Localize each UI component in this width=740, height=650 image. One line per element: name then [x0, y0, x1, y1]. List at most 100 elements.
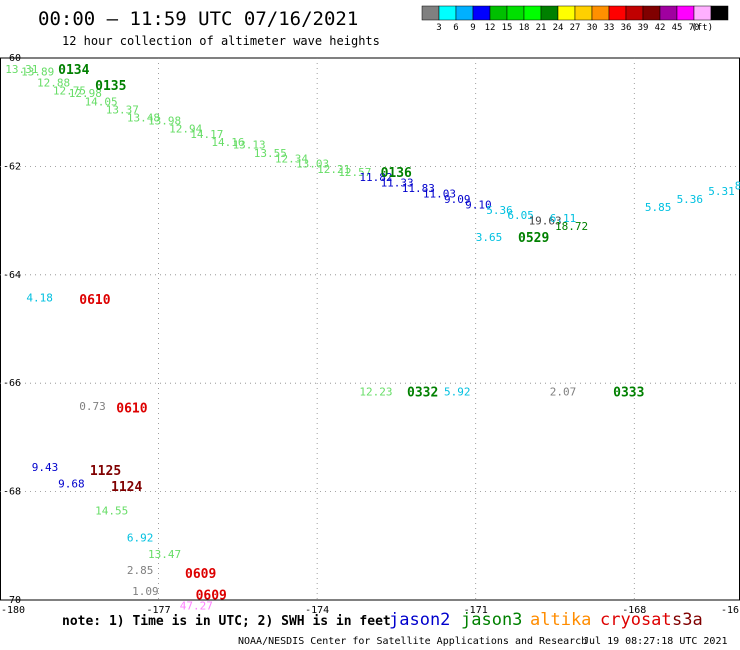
chart-subtitle: 12 hour collection of altimeter wave hei…: [62, 34, 380, 48]
legend-label: 30: [587, 23, 598, 33]
pass-time-label: 0136: [381, 166, 412, 181]
observation-label: 13.89: [21, 66, 54, 79]
observation-label: 13.03: [296, 158, 329, 171]
observation-label: 11.33: [381, 177, 414, 190]
observation-label: 13.48: [127, 112, 160, 125]
legend-label: 36: [621, 23, 632, 33]
y-axis-ticks: -60 -62 -64 -66 -68 -70: [3, 53, 21, 606]
footer-credit: NOAA/NESDIS Center for Satellite Applica…: [238, 636, 587, 647]
observation-label: 5.36: [486, 204, 513, 217]
observation-label: 13.37: [106, 103, 139, 116]
observation-label: 13.55: [254, 147, 287, 160]
legend-swatch: [540, 5, 559, 21]
observation-label: 12.34: [275, 152, 308, 165]
satellite-name: altika: [530, 610, 591, 630]
legend-swatch: [693, 5, 712, 21]
observation-label: 14.17: [190, 128, 223, 141]
observation-label: 13.47: [148, 548, 181, 561]
pass-time-label: 0610: [79, 293, 110, 308]
legend-label: 24: [553, 23, 564, 33]
y-tick-label: -64: [3, 270, 21, 281]
observation-label: 14.16: [211, 136, 244, 149]
legend-swatch: [438, 5, 457, 21]
legend-swatch: [710, 5, 729, 21]
x-tick-label: -16: [721, 605, 739, 616]
satellite-name: jason3: [461, 610, 522, 630]
x-axis-ticks: -180 -177 -174 -171 -168 -16: [1, 605, 739, 616]
plot-area: [0, 57, 740, 601]
observation-label: 9.68: [58, 477, 84, 490]
legend-label: 12: [485, 23, 496, 33]
legend-swatch: [506, 5, 525, 21]
legend-swatch: [608, 5, 627, 21]
observation-label: 18.72: [555, 220, 588, 233]
observation-label: 6.11: [550, 212, 577, 225]
observation-label: 19.63: [529, 215, 562, 228]
x-tick-label: -177: [147, 605, 171, 616]
observation-label: 11.82: [359, 171, 392, 184]
legend-swatch: [523, 5, 542, 21]
legend-swatch: [591, 5, 610, 21]
wave-height-observations: 13.3113.8912.8812.7512.9814.0513.3713.48…: [5, 63, 740, 613]
legend-label: 39: [638, 23, 649, 33]
observation-label: 14.05: [85, 95, 118, 108]
x-tick-label: -168: [622, 605, 646, 616]
observation-label: 13.13: [233, 139, 266, 152]
y-tick-label: -66: [3, 378, 21, 389]
legend-label: 18: [519, 23, 530, 33]
observation-label: 14.55: [95, 505, 128, 518]
observation-label: 0.73: [79, 400, 106, 413]
pass-time-label: 0529: [518, 231, 549, 246]
legend-label: 6: [453, 23, 458, 33]
observation-label: 12.75: [53, 85, 86, 98]
legend-swatch: [625, 5, 644, 21]
observation-label: 3.65: [476, 231, 503, 244]
chart-title: 00:00 — 11:59 UTC 07/16/2021: [38, 8, 358, 30]
pass-time-labels: 0134013501360529053006100332033306101125…: [58, 63, 644, 604]
observation-label: 11.03: [423, 188, 456, 201]
satellite-name: cryosat: [600, 610, 672, 630]
observation-label: 47.27: [180, 599, 213, 612]
legend-swatch: [557, 5, 576, 21]
observation-label: 12.98: [69, 87, 102, 100]
legend-swatch: [676, 5, 695, 21]
legend-label: 21: [536, 23, 547, 33]
observation-label: 12.57: [338, 166, 371, 179]
observation-label: 5.31: [708, 185, 735, 198]
y-tick-label: -62: [3, 161, 21, 172]
observation-label: 8.03: [735, 179, 740, 192]
satellite-name: jason2: [389, 610, 450, 630]
footer-timestamp: Jul 19 08:27:18 UTC 2021: [583, 636, 728, 647]
observation-label: 9.43: [32, 461, 59, 474]
observation-label: 12.94: [169, 122, 202, 135]
color-legend: 3 6 9 12 15 18 21 24 27 30 33 36 39 42 45 70(ft): [421, 5, 729, 33]
satellite-name: s3a: [672, 610, 703, 630]
observation-label: 5.92: [444, 385, 471, 398]
observation-label: 4.18: [26, 292, 53, 305]
y-tick-label: -68: [3, 487, 21, 498]
legend-label: 42: [655, 23, 666, 33]
observation-label: 5.85: [645, 201, 672, 214]
legend-swatch: [421, 5, 440, 21]
pass-time-label: 0134: [58, 63, 89, 78]
observation-label: 13.31: [5, 63, 38, 76]
observation-label: 12.23: [359, 385, 392, 398]
legend-label: 3: [436, 23, 441, 33]
observation-label: 9.09: [444, 193, 471, 206]
pass-time-label: 0332: [407, 385, 438, 400]
legend-swatch: [659, 5, 678, 21]
observation-label: 2.07: [550, 385, 577, 398]
x-tick-label: -171: [464, 605, 488, 616]
legend-label: 9: [470, 23, 475, 33]
observation-label: 5.36: [677, 193, 704, 206]
legend-unit: (ft): [691, 23, 713, 33]
legend-swatch: [489, 5, 508, 21]
pass-time-label: 0609: [185, 567, 216, 582]
pass-time-label: 0610: [116, 402, 147, 417]
y-tick-label: -60: [3, 53, 21, 64]
y-tick-label: -70: [3, 595, 21, 606]
x-tick-label: -174: [305, 605, 329, 616]
legend-swatch: [642, 5, 661, 21]
pass-time-label: 0135: [95, 79, 126, 94]
